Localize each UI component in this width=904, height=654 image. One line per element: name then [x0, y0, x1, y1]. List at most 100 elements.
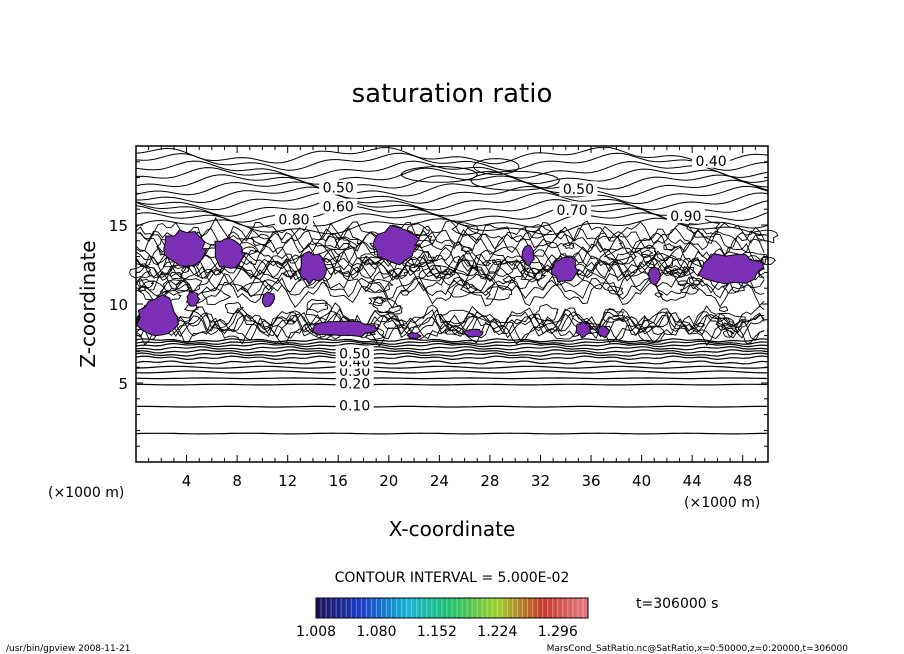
contour-label: 0.50 — [323, 181, 354, 197]
contour-eddy — [305, 302, 333, 320]
contour-label: 0.10 — [339, 399, 370, 415]
contour-label: 0.50 — [563, 182, 594, 198]
x-axis-title: X-coordinate — [389, 517, 516, 541]
y-tick-label: 15 — [109, 217, 128, 235]
contour-eddy — [282, 270, 298, 277]
contour-label-bg — [559, 181, 598, 197]
contour-eddy — [200, 287, 231, 306]
contour-blob — [472, 158, 520, 175]
contour-label-bg — [666, 208, 705, 224]
contour-eddy — [717, 312, 746, 331]
shaded-region — [575, 320, 594, 339]
contour-eddy — [760, 256, 777, 266]
contour-eddy — [502, 275, 516, 284]
contour-eddy — [520, 267, 547, 283]
contour-eddy — [637, 325, 666, 344]
contour-eddy — [718, 306, 729, 313]
contour-eddy — [383, 317, 406, 330]
plot-area: 0.100.200.300.400.500.400.50 0.500.60 0.70… — [109, 145, 779, 490]
shaded-region — [214, 238, 246, 269]
shaded-region — [311, 320, 380, 338]
contour-label-bg — [319, 198, 358, 214]
x-tick-label: 20 — [379, 472, 398, 490]
contour-line — [135, 226, 765, 256]
contour-line — [135, 370, 769, 374]
x-tick-label: 48 — [733, 472, 752, 490]
contour-eddy — [753, 229, 779, 244]
contour-blob — [470, 170, 560, 191]
contour-line — [135, 254, 765, 283]
colorbar-tick-label: 1.224 — [477, 624, 517, 640]
contour-eddy — [644, 253, 674, 272]
shaded-region — [550, 256, 581, 283]
contour-line — [135, 160, 769, 179]
contour-eddy — [485, 286, 513, 301]
contour-eddy — [139, 278, 156, 289]
contour-blob — [400, 165, 478, 183]
contour-eddy — [562, 242, 575, 249]
contour-label: 0.70 — [556, 203, 587, 219]
contour-label: 0.80 — [278, 212, 309, 228]
time-text: t=306000 s — [636, 596, 718, 612]
contour-line — [135, 308, 765, 336]
shaded-region — [163, 229, 208, 267]
x-axis-unit: (×1000 m) — [684, 495, 760, 511]
contour-line — [135, 342, 769, 348]
contour-eddy — [438, 309, 476, 328]
contour-lines — [129, 147, 779, 435]
x-tick-label: 40 — [632, 472, 651, 490]
colorbar-tick-label: 1.080 — [356, 624, 396, 640]
contour-eddy — [169, 271, 183, 280]
x-tick-label: 28 — [480, 472, 499, 490]
x-tick-label: 44 — [683, 472, 702, 490]
footer-right: MarsCond_SatRatio.nc@SatRatio,x=0:50000,… — [547, 644, 849, 654]
contour-eddy — [695, 322, 706, 328]
contour-labels: 0.100.200.300.400.500.400.50 0.500.60 0.70… — [275, 152, 731, 415]
contour-line — [135, 167, 769, 185]
x-tick-label: 16 — [329, 472, 348, 490]
contour-eddy — [491, 258, 503, 266]
contour-eddy — [641, 249, 654, 256]
contour-label: 0.50 — [339, 347, 370, 363]
contour-line — [135, 352, 769, 357]
contour-eddy — [597, 235, 624, 252]
contour-eddy — [129, 265, 152, 279]
contour-line — [135, 152, 769, 172]
contour-eddy — [360, 253, 383, 266]
contour-eddy — [408, 264, 422, 272]
contour-eddy — [603, 247, 638, 265]
contour-label: 0.40 — [696, 154, 727, 170]
contour-line — [135, 377, 769, 380]
colorbar-stripes — [320, 598, 584, 618]
shaded-region — [521, 244, 535, 267]
shaded-region — [463, 328, 484, 338]
contour-line — [135, 349, 769, 354]
contour-eddy — [181, 266, 190, 273]
contour-eddy — [602, 308, 626, 323]
shaded-region — [185, 291, 202, 307]
contour-label-bg — [335, 345, 374, 361]
y-axis-ticks: 5 10 15 — [109, 161, 768, 447]
contour-label-bg — [319, 179, 358, 195]
colorbar-tick-labels: 1.008 1.080 1.152 1.224 1.296 — [296, 624, 578, 640]
contour-label-bg — [335, 375, 374, 391]
contour-eddy — [137, 280, 170, 301]
x-axis-ticks: 4 8 12 16 20 24 28 32 36 40 44 48 — [148, 146, 756, 490]
contour-eddy — [688, 277, 704, 285]
contour-line — [135, 179, 769, 198]
contour-eddy — [451, 222, 480, 236]
y-axis-title: Z-coordinate — [76, 240, 100, 367]
contour-eddy — [607, 285, 624, 296]
contour-line — [135, 254, 765, 282]
contour-eddy — [524, 224, 553, 239]
contour-line — [135, 308, 765, 338]
contour-line — [135, 360, 769, 365]
contour-eddy — [406, 223, 431, 237]
y-tick-label: 10 — [109, 296, 128, 314]
contour-eddy — [418, 264, 449, 282]
contour-eddy — [722, 330, 734, 338]
contour-eddy — [334, 236, 362, 251]
x-tick-label: 4 — [182, 472, 192, 490]
contour-eddy — [686, 218, 721, 238]
